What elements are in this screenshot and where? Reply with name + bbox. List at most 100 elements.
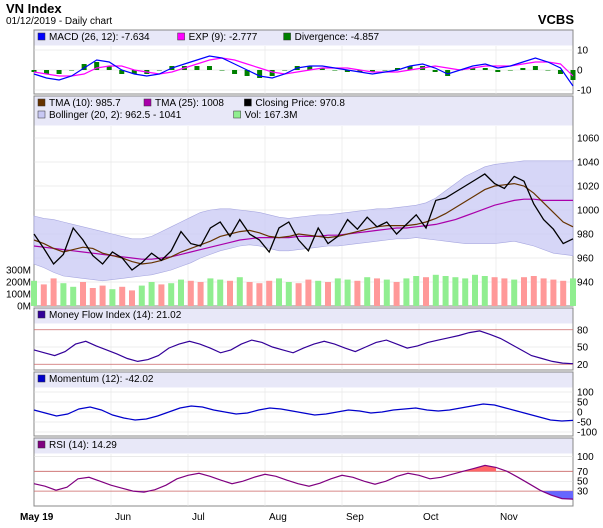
volume-bar-48	[501, 278, 508, 306]
divergence-bar-16	[232, 70, 238, 74]
closing-price-line	[33, 173, 574, 271]
volume-bar-46	[481, 276, 488, 306]
volume-bar-35	[374, 278, 380, 306]
legend-band-mfi	[34, 308, 573, 324]
vol-tick-1: 100M	[6, 290, 31, 301]
divergence-bar-38	[507, 70, 513, 71]
volume-bar-0	[31, 280, 37, 306]
divergence-bar-19	[269, 70, 275, 76]
x-tick-4: Sep	[346, 512, 364, 523]
y-tick-momentum-3: -50	[577, 418, 592, 429]
divergence-bar-18	[257, 70, 263, 78]
volume-bar-19	[217, 279, 224, 306]
legend-label-price-0: TMA (10): 985.7	[49, 98, 121, 109]
legend-label-macd-0: MACD (26, 12): -7.634	[49, 32, 150, 43]
x-tick-6: Nov	[500, 512, 518, 523]
volume-bar-5	[80, 282, 86, 306]
legend-swatch-macd-0	[37, 32, 46, 41]
volume-bar-25	[276, 278, 282, 306]
divergence-bar-2	[56, 70, 62, 74]
brand-label: VCBS	[537, 12, 574, 27]
legend-swatch-macd-1	[177, 32, 185, 41]
volume-bar-23	[256, 283, 263, 306]
legend-label-macd-2: Divergence: -4.857	[295, 32, 380, 43]
y-tick-price-5: 1040	[577, 158, 600, 169]
macd-line	[33, 55, 574, 87]
volume-bar-11	[138, 285, 145, 306]
volume-bar-18	[207, 278, 214, 306]
y-tick-price-6: 1060	[577, 134, 600, 145]
rsi-oversold-fill-49	[562, 491, 573, 500]
legend-swatch-momentum-0	[37, 374, 46, 383]
vol-tick-3: 300M	[6, 266, 31, 277]
y-tick-rsi-1: 70	[577, 467, 589, 478]
y-tick-mfi-2: 20	[577, 360, 589, 371]
divergence-bar-28	[382, 70, 388, 71]
legend-label-rsi-0: RSI (14): 14.29	[49, 440, 117, 451]
y-tick-macd-0: 10	[577, 46, 589, 57]
volume-bar-39	[413, 276, 420, 306]
y-tick-price-0: 940	[577, 278, 594, 289]
legend-swatch-price-3	[37, 110, 46, 119]
divergence-bar-37	[495, 70, 501, 72]
legend-band-rsi	[34, 438, 573, 454]
divergence-bar-25	[344, 70, 350, 72]
legend-swatch-rsi-0	[37, 440, 46, 449]
x-tick-5: Oct	[423, 512, 439, 523]
divergence-bar-33	[445, 70, 451, 76]
volume-bar-16	[187, 280, 194, 306]
exp-line	[33, 57, 574, 77]
y-tick-mfi-0: 80	[577, 325, 589, 336]
volume-bar-51	[530, 276, 537, 306]
divergence-bar-43	[570, 70, 576, 80]
y-tick-momentum-4: -100	[577, 428, 597, 439]
volume-bar-3	[60, 283, 67, 306]
legend-swatch-price-2	[244, 98, 252, 107]
volume-bar-52	[540, 278, 547, 306]
divergence-bar-40	[532, 66, 538, 70]
divergence-bar-30	[407, 66, 413, 70]
divergence-bar-4	[81, 64, 87, 70]
legend-band-momentum	[34, 372, 573, 388]
y-tick-macd-2: -10	[577, 86, 592, 97]
rsi-overbought-fill-41	[474, 465, 485, 472]
rsi-line	[33, 464, 574, 500]
legend-band-price	[34, 96, 573, 126]
divergence-bar-0	[31, 70, 37, 72]
volume-bar-1	[40, 284, 47, 306]
volume-bar-36	[383, 279, 390, 306]
y-tick-price-1: 960	[577, 254, 594, 265]
volume-bar-14	[168, 283, 175, 306]
x-tick-3: Aug	[269, 512, 287, 523]
divergence-bar-10	[156, 70, 162, 71]
divergence-bar-17	[244, 70, 250, 76]
legend-swatch-price-4	[233, 110, 241, 119]
volume-bar-2	[50, 278, 57, 306]
divergence-bar-27	[369, 70, 375, 72]
legend-swatch-price-1	[143, 98, 152, 107]
divergence-bar-15	[219, 70, 225, 71]
legend-label-macd-1: EXP (9): -2.777	[189, 32, 258, 43]
legend-label-price-2: Closing Price: 970.8	[255, 98, 345, 109]
volume-bar-47	[491, 277, 498, 306]
divergence-bar-3	[69, 70, 75, 71]
divergence-bar-36	[482, 68, 488, 70]
volume-bar-27	[295, 283, 302, 306]
divergence-bar-6	[106, 66, 112, 70]
x-tick-0: May 19	[20, 512, 54, 523]
x-tick-1: Jun	[115, 512, 131, 523]
volume-bar-6	[89, 288, 96, 306]
legend-swatch-price-0	[37, 98, 46, 107]
y-tick-momentum-0: 100	[577, 388, 594, 399]
chart-title: VN Index	[6, 1, 62, 16]
divergence-bar-1	[44, 70, 50, 74]
legend-band-macd	[34, 30, 573, 46]
volume-bar-55	[570, 278, 576, 306]
volume-bar-29	[315, 280, 322, 306]
y-tick-price-3: 1000	[577, 206, 600, 217]
volume-bar-13	[158, 284, 165, 306]
legend-swatch-macd-2	[283, 32, 291, 41]
legend-label-momentum-0: Momentum (12): -42.02	[49, 374, 154, 385]
divergence-bar-14	[206, 66, 212, 70]
volume-bar-30	[325, 282, 331, 306]
